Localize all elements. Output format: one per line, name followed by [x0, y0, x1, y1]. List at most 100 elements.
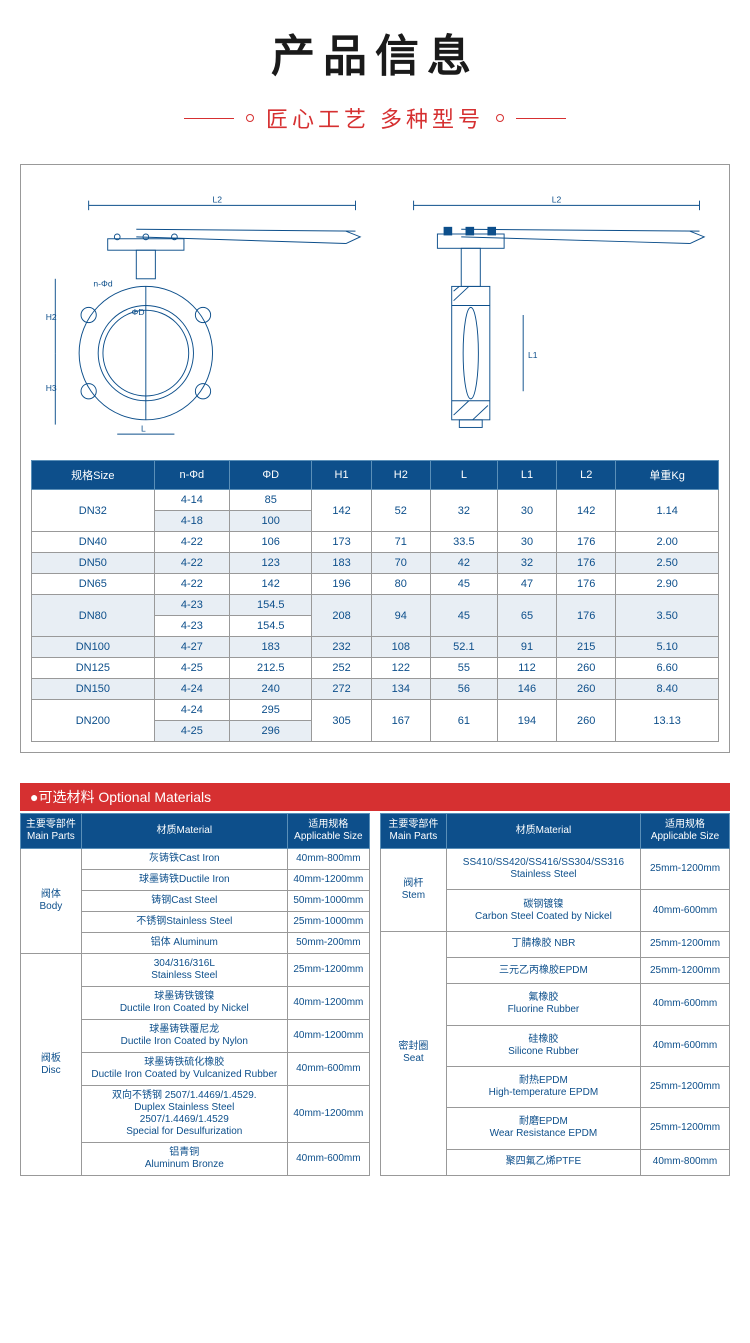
data-cell: 25mm-1200mm	[287, 954, 369, 987]
data-cell: 272	[312, 679, 371, 700]
data-cell: 142	[557, 490, 616, 532]
part-cell: 阀体Body	[21, 849, 82, 954]
data-cell: 85	[229, 490, 311, 511]
divider-line	[184, 118, 234, 119]
data-cell: 40mm-1200mm	[287, 987, 369, 1020]
materials-section: ●可选材料 Optional Materials 主要零部件Main Parts…	[20, 783, 730, 1176]
table-header: L2	[557, 461, 616, 490]
data-cell: 耐热EPDMHigh-temperature EPDM	[446, 1066, 640, 1107]
divider-line	[516, 118, 566, 119]
table-row: DN504-221231837042321762.50	[32, 553, 719, 574]
table-header: H2	[371, 461, 430, 490]
data-cell: 三元乙丙橡胶EPDM	[446, 957, 640, 983]
data-cell: 硅橡胶Silicone Rubber	[446, 1025, 640, 1066]
data-cell: 52.1	[430, 637, 497, 658]
table-header: 材质Material	[81, 814, 287, 849]
size-cell: DN50	[32, 553, 155, 574]
size-cell: DN80	[32, 595, 155, 637]
data-cell: 4-24	[154, 679, 229, 700]
materials-table-right: 主要零部件Main Parts材质Material适用规格Applicable …	[380, 813, 730, 1176]
svg-text:L1: L1	[528, 350, 538, 360]
data-cell: 215	[557, 637, 616, 658]
data-cell: 40mm-600mm	[641, 1025, 730, 1066]
table-row: DN654-221421968045471762.90	[32, 574, 719, 595]
data-cell: 5.10	[616, 637, 719, 658]
data-cell: 232	[312, 637, 371, 658]
data-cell: 球墨铸铁Ductile Iron	[81, 870, 287, 891]
table-header: n-Φd	[154, 461, 229, 490]
data-cell: 260	[557, 679, 616, 700]
side-view: L2	[385, 185, 709, 445]
data-cell: 耐磨EPDMWear Resistance EPDM	[446, 1108, 640, 1149]
data-cell: 4-25	[154, 721, 229, 742]
data-cell: 铝体 Aluminum	[81, 933, 287, 954]
data-cell: 304/316/316LStainless Steel	[81, 954, 287, 987]
table-header: 主要零部件Main Parts	[381, 814, 447, 849]
table-row: DN1254-25212.5252122551122606.60	[32, 658, 719, 679]
svg-text:L2: L2	[213, 195, 223, 205]
data-cell: 氟橡胶Fluorine Rubber	[446, 984, 640, 1025]
materials-tables: 主要零部件Main Parts材质Material适用规格Applicable …	[20, 813, 730, 1176]
data-cell: 142	[229, 574, 311, 595]
dimensions-table: 规格Sizen-ΦdΦDH1H2LL1L2单重Kg DN324-14851425…	[31, 460, 719, 742]
data-cell: 4-22	[154, 574, 229, 595]
data-cell: 183	[312, 553, 371, 574]
data-cell: 4-22	[154, 553, 229, 574]
data-cell: 铝青铜Aluminum Bronze	[81, 1143, 287, 1176]
table-header: 规格Size	[32, 461, 155, 490]
data-cell: 212.5	[229, 658, 311, 679]
data-cell: 40mm-600mm	[641, 890, 730, 931]
data-cell: 40mm-600mm	[641, 984, 730, 1025]
data-cell: 40mm-1200mm	[287, 1020, 369, 1053]
svg-text:L2: L2	[552, 195, 562, 205]
data-cell: 40mm-800mm	[287, 849, 369, 870]
data-cell: 183	[229, 637, 311, 658]
data-cell: 42	[430, 553, 497, 574]
data-cell: 122	[371, 658, 430, 679]
data-cell: 50mm-1000mm	[287, 891, 369, 912]
data-cell: 40mm-600mm	[287, 1053, 369, 1086]
data-cell: 丁腈橡胶 NBR	[446, 931, 640, 957]
divider-dot	[246, 114, 254, 122]
data-cell: 25mm-1200mm	[641, 1108, 730, 1149]
data-cell: 25mm-1200mm	[641, 931, 730, 957]
data-cell: 不锈钢Stainless Steel	[81, 912, 287, 933]
data-cell: 聚四氟乙烯PTFE	[446, 1149, 640, 1175]
data-cell: 154.5	[229, 616, 311, 637]
data-cell: 106	[229, 532, 311, 553]
page-title: 产品信息	[0, 20, 750, 84]
data-cell: 25mm-1200mm	[641, 849, 730, 890]
materials-title: ●可选材料 Optional Materials	[20, 783, 730, 811]
data-cell: 240	[229, 679, 311, 700]
front-view: L2	[41, 185, 365, 445]
table-header: L1	[497, 461, 556, 490]
data-cell: 176	[557, 553, 616, 574]
data-cell: 296	[229, 721, 311, 742]
part-cell: 阀板Disc	[21, 954, 82, 1176]
size-cell: DN125	[32, 658, 155, 679]
data-cell: 176	[557, 532, 616, 553]
data-cell: 71	[371, 532, 430, 553]
data-cell: 25mm-1200mm	[641, 1066, 730, 1107]
data-cell: 4-18	[154, 511, 229, 532]
table-row: 密封圈Seat丁腈橡胶 NBR25mm-1200mm	[381, 931, 730, 957]
data-cell: 80	[371, 574, 430, 595]
data-cell: 灰铸铁Cast Iron	[81, 849, 287, 870]
data-cell: 173	[312, 532, 371, 553]
table-header: 主要零部件Main Parts	[21, 814, 82, 849]
svg-text:ΦD: ΦD	[132, 307, 145, 317]
data-cell: 108	[371, 637, 430, 658]
data-cell: 55	[430, 658, 497, 679]
table-header: 单重Kg	[616, 461, 719, 490]
data-cell: 25mm-1200mm	[641, 957, 730, 983]
data-cell: 2.00	[616, 532, 719, 553]
data-cell: 13.13	[616, 700, 719, 742]
data-cell: 260	[557, 700, 616, 742]
table-row: DN1004-2718323210852.1912155.10	[32, 637, 719, 658]
size-cell: DN40	[32, 532, 155, 553]
table-header: 材质Material	[446, 814, 640, 849]
data-cell: 双向不锈钢 2507/1.4469/1.4529.Duplex Stainles…	[81, 1086, 287, 1143]
data-cell: 45	[430, 595, 497, 637]
table-header: H1	[312, 461, 371, 490]
table-row: DN1504-24240272134561462608.40	[32, 679, 719, 700]
